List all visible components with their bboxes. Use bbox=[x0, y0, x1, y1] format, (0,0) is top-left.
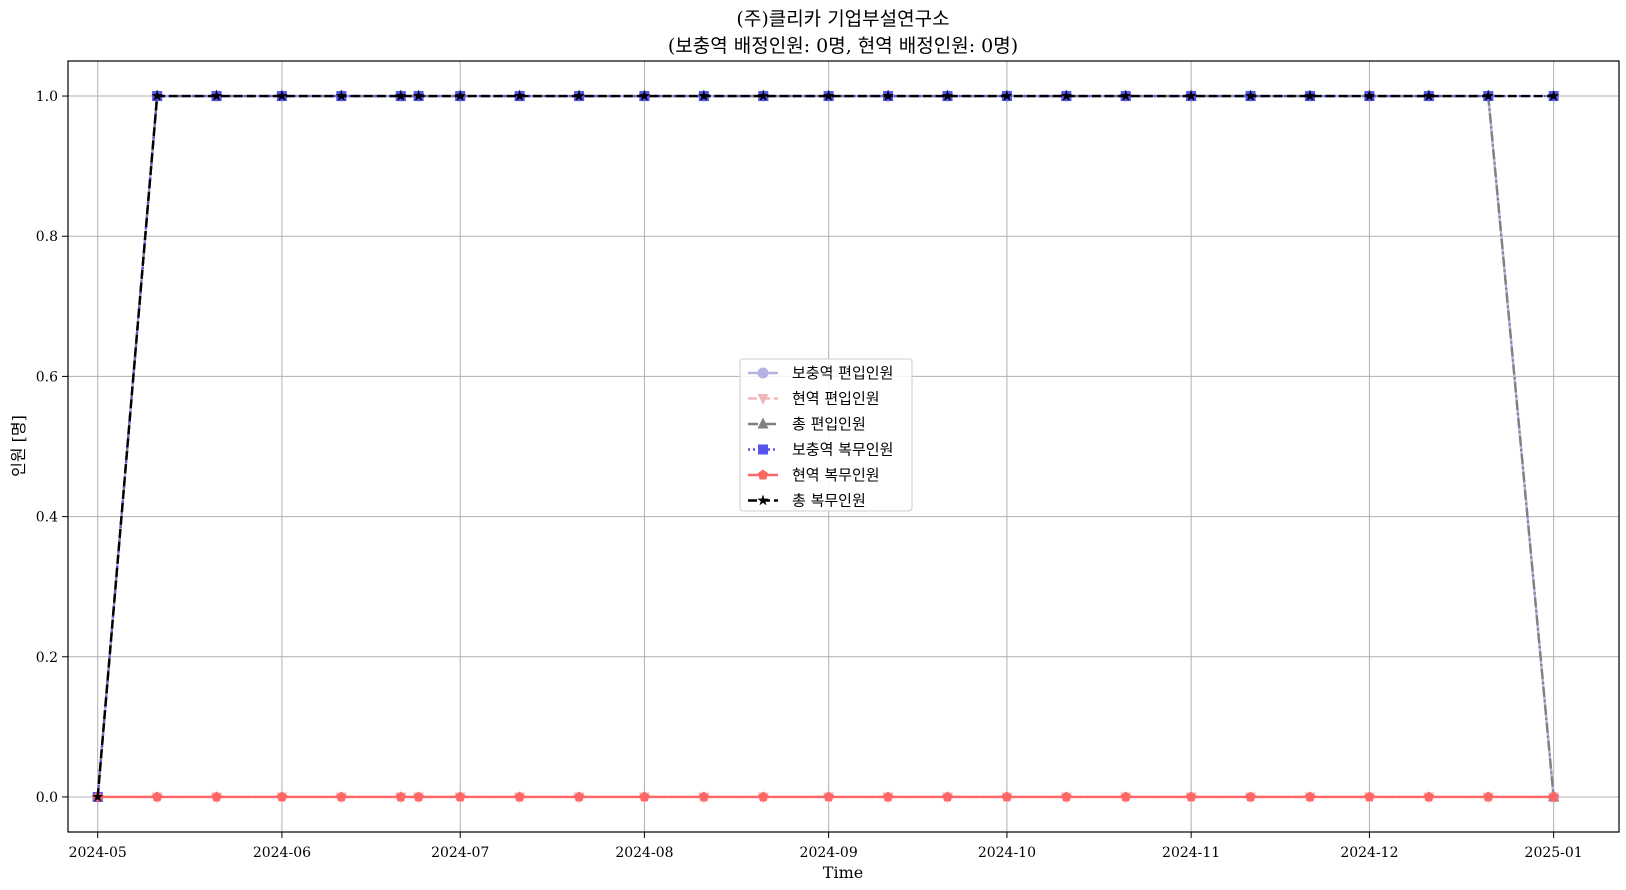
data-point bbox=[1364, 791, 1375, 802]
data-point bbox=[513, 90, 526, 101]
data-point bbox=[941, 90, 954, 101]
data-point bbox=[1001, 791, 1013, 802]
legend-item: 총 편입인원 bbox=[748, 415, 866, 433]
data-point bbox=[1060, 90, 1073, 101]
legend-label: 총 복무인원 bbox=[792, 492, 866, 510]
legend-box bbox=[739, 358, 913, 512]
legend-label: 현역 복무인원 bbox=[792, 466, 880, 484]
legend-marker bbox=[758, 444, 768, 455]
data-point bbox=[1245, 791, 1256, 802]
legend-label: 보충역 편입인원 bbox=[792, 364, 893, 382]
data-point bbox=[1482, 90, 1494, 101]
data-point bbox=[1061, 791, 1072, 802]
data-point bbox=[942, 791, 953, 802]
y-tick-label: 1.0 bbox=[36, 89, 58, 105]
data-point bbox=[395, 791, 407, 802]
data-point bbox=[413, 791, 424, 802]
data-point bbox=[335, 90, 348, 101]
data-point bbox=[395, 90, 407, 101]
legend-item: 보충역 편입인원 bbox=[748, 364, 893, 382]
data-point bbox=[412, 90, 425, 101]
axis-ticks: 2024-05 2024-06 2024-07 2024-08 2024-09 2024-… bbox=[36, 89, 1583, 861]
y-tick-label: 0.8 bbox=[36, 229, 58, 245]
data-point bbox=[573, 791, 585, 802]
data-point bbox=[1185, 791, 1197, 802]
data-point bbox=[698, 791, 710, 802]
data-point bbox=[92, 790, 104, 802]
data-point bbox=[882, 90, 894, 101]
data-point bbox=[1120, 90, 1132, 101]
x-tick-label: 2024-09 bbox=[800, 845, 858, 861]
legend-item: 총 복무인원 bbox=[748, 492, 866, 510]
data-point bbox=[1547, 90, 1560, 101]
x-tick-label: 2024-11 bbox=[1162, 845, 1220, 861]
data-point bbox=[758, 791, 769, 802]
legend-label: 현역 편입인원 bbox=[792, 390, 880, 408]
legend-marker bbox=[757, 394, 769, 405]
legend-marker bbox=[757, 469, 769, 480]
x-tick-label: 2024-08 bbox=[615, 845, 673, 861]
data-point bbox=[1548, 791, 1559, 802]
x-axis-label: Time bbox=[823, 863, 863, 882]
legend-item: 보충역 복무인원 bbox=[748, 441, 893, 459]
data-point bbox=[276, 90, 288, 101]
legend-item: 현역 복무인원 bbox=[748, 466, 880, 484]
data-point bbox=[1363, 90, 1376, 101]
x-tick-label: 2024-12 bbox=[1340, 845, 1398, 861]
data-point bbox=[151, 90, 163, 101]
x-tick-label: 2024-07 bbox=[431, 845, 489, 861]
data-point bbox=[1483, 791, 1494, 802]
y-tick-label: 0.2 bbox=[36, 650, 58, 666]
data-point bbox=[1423, 90, 1435, 101]
y-axis-label: 인원 [명] bbox=[9, 415, 28, 477]
y-tick-label: 0.0 bbox=[36, 790, 58, 806]
data-point bbox=[1001, 90, 1013, 101]
data-point bbox=[1304, 791, 1316, 802]
chart-subtitle: (보충역 배정인원: 0명, 현역 배정인원: 0명) bbox=[668, 35, 1018, 57]
data-point bbox=[638, 90, 651, 101]
data-point bbox=[336, 791, 347, 802]
data-point bbox=[1120, 791, 1132, 802]
data-point bbox=[1304, 90, 1316, 101]
data-point bbox=[822, 90, 835, 101]
series-4 bbox=[92, 791, 1559, 802]
data-point bbox=[573, 90, 585, 101]
legend-marker bbox=[757, 494, 769, 506]
legend-marker bbox=[757, 367, 769, 379]
data-point bbox=[823, 791, 834, 802]
data-point bbox=[514, 791, 525, 802]
chart-title: (주)클리카 기업부설연구소 bbox=[736, 8, 949, 30]
legend-marker bbox=[757, 417, 769, 429]
series-layer bbox=[92, 89, 1560, 804]
series-5 bbox=[92, 90, 1560, 802]
data-point bbox=[151, 791, 163, 802]
legend-label: 보충역 복무인원 bbox=[792, 441, 893, 459]
y-tick-label: 0.4 bbox=[36, 510, 58, 526]
data-point bbox=[698, 90, 710, 101]
data-point bbox=[1185, 90, 1197, 101]
data-point bbox=[1244, 90, 1257, 101]
x-tick-label: 2024-10 bbox=[978, 845, 1036, 861]
series-line bbox=[96, 94, 1554, 798]
data-point bbox=[454, 791, 466, 802]
x-tick-label: 2025-01 bbox=[1525, 845, 1583, 861]
plot-frame bbox=[67, 60, 1620, 833]
legend-item: 현역 편입인원 bbox=[748, 390, 880, 408]
data-point bbox=[639, 791, 650, 802]
data-point bbox=[276, 791, 288, 802]
data-point bbox=[1423, 791, 1435, 802]
data-point bbox=[882, 791, 894, 802]
legend-label: 총 편입인원 bbox=[792, 415, 866, 433]
data-point bbox=[454, 90, 466, 101]
x-tick-label: 2024-06 bbox=[253, 845, 311, 861]
y-tick-label: 0.6 bbox=[36, 369, 58, 385]
data-point bbox=[757, 90, 769, 101]
x-tick-label: 2024-05 bbox=[69, 845, 127, 861]
data-point bbox=[210, 90, 223, 101]
data-point bbox=[211, 791, 222, 802]
